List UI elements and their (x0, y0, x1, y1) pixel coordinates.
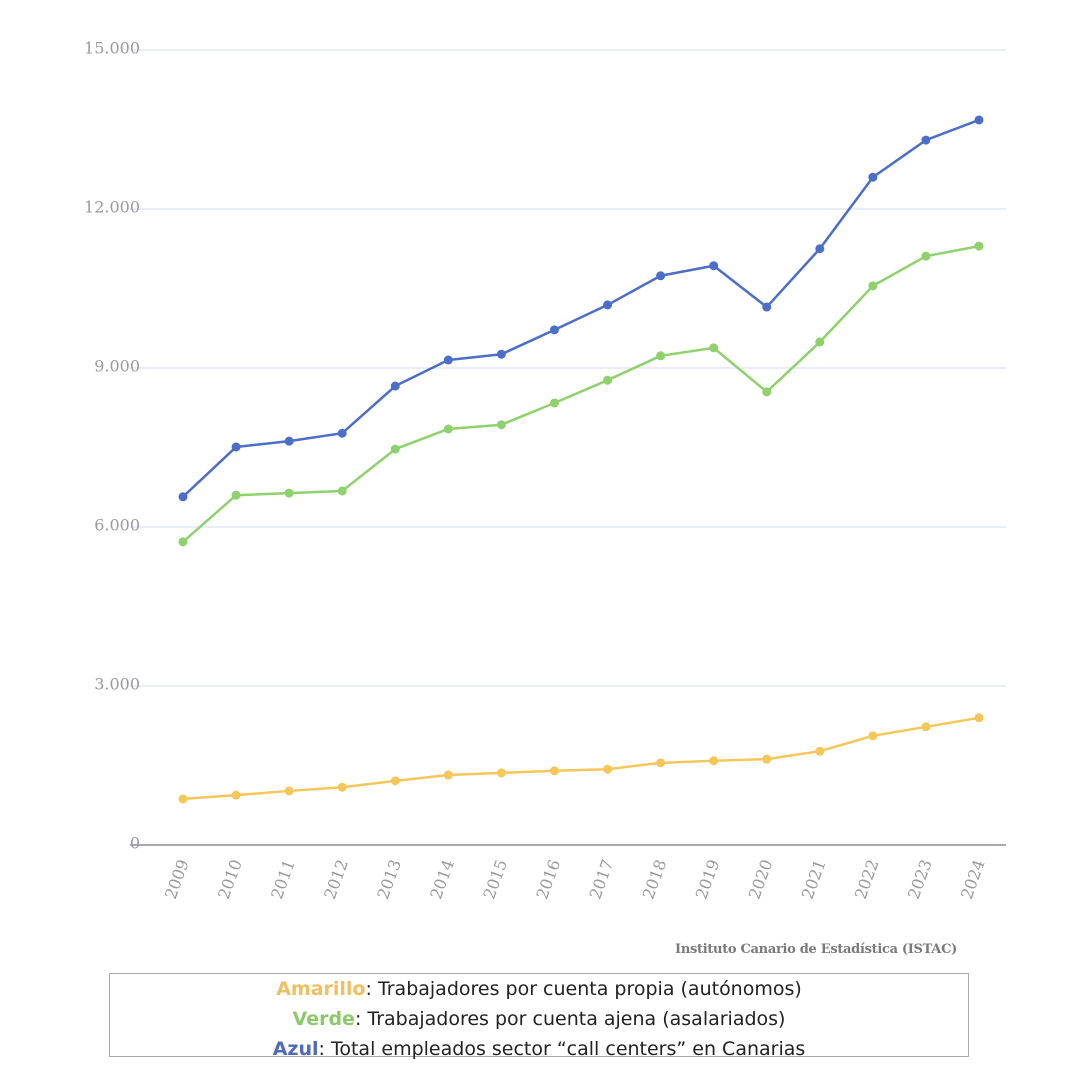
data-point (656, 271, 666, 281)
legend-text: : Trabajadores por cuenta propia (autóno… (365, 978, 802, 1000)
data-point (762, 302, 772, 312)
legend-key: Verde (292, 1008, 355, 1030)
data-point (709, 261, 719, 271)
data-point (443, 424, 453, 434)
data-point (390, 444, 400, 454)
data-point (868, 731, 878, 741)
y-tick-label: 9.000 (94, 357, 140, 376)
data-point (549, 398, 559, 408)
data-point (815, 244, 825, 254)
data-point (974, 115, 984, 125)
x-tick-label: 2011 (267, 857, 299, 902)
data-point (603, 764, 613, 774)
data-point (549, 766, 559, 776)
data-point (974, 241, 984, 251)
series-line (182, 244, 980, 543)
series-line (182, 118, 980, 498)
series-line (182, 716, 980, 801)
x-tick-label: 2017 (586, 857, 618, 902)
data-point (178, 794, 188, 804)
data-point (284, 488, 294, 498)
data-point (178, 492, 188, 502)
data-point (231, 790, 241, 800)
data-point (496, 420, 506, 430)
y-tick-label: 3.000 (94, 675, 140, 694)
data-point (231, 490, 241, 500)
x-tick-label: 2021 (798, 857, 830, 902)
data-point (815, 746, 825, 756)
data-point (709, 756, 719, 766)
data-point (603, 300, 613, 310)
legend: Amarillo: Trabajadores por cuenta propia… (109, 973, 969, 1060)
series-group (178, 115, 984, 804)
y-tick-label: 0 (130, 834, 140, 853)
data-point (868, 281, 878, 291)
data-point (656, 351, 666, 361)
data-point (443, 770, 453, 780)
data-point (549, 325, 559, 335)
data-point (337, 782, 347, 792)
data-point (868, 172, 878, 182)
y-tick-label: 15.000 (84, 39, 140, 58)
x-tick-label: 2020 (745, 857, 777, 902)
legend-item-blue: Azul: Total empleados sector “call cente… (110, 1034, 968, 1064)
data-point (178, 537, 188, 547)
data-point (921, 135, 931, 145)
source-note: Instituto Canario de Estadística (ISTAC) (675, 942, 957, 957)
x-axis-ticks: 2009 2010 2011 2012 2013 2014 2015 2016 2017 2018… (161, 857, 989, 902)
data-point (815, 337, 825, 347)
x-tick-label: 2015 (479, 857, 511, 902)
x-tick-label: 2016 (532, 857, 564, 902)
data-point (762, 754, 772, 764)
x-tick-label: 2023 (904, 857, 936, 902)
x-tick-label: 2012 (320, 857, 352, 902)
data-point (390, 776, 400, 786)
data-point (231, 442, 241, 452)
legend-item-yellow: Amarillo: Trabajadores por cuenta propia… (110, 974, 968, 1004)
x-tick-label: 2022 (851, 857, 883, 902)
x-tick-label: 2013 (373, 857, 405, 902)
x-tick-label: 2009 (161, 857, 193, 902)
line-chart: 0 3.000 6.000 9.000 12.000 15.000 2009 2010 201… (84, 39, 1006, 902)
data-point (921, 251, 931, 261)
data-point (496, 768, 506, 778)
x-tick-label: 2024 (957, 857, 989, 902)
y-axis-ticks: 0 3.000 6.000 9.000 12.000 15.000 (84, 39, 140, 853)
data-point (974, 713, 984, 723)
data-point (496, 349, 506, 359)
legend-key: Amarillo (276, 978, 366, 1000)
gridlines (130, 49, 1006, 846)
x-tick-label: 2014 (426, 857, 458, 902)
legend-text: : Trabajadores por cuenta ajena (asalari… (354, 1008, 786, 1030)
x-tick-label: 2019 (692, 857, 724, 902)
y-tick-label: 6.000 (94, 516, 140, 535)
data-point (337, 428, 347, 438)
x-tick-label: 2010 (214, 857, 246, 902)
legend-text: : Total empleados sector “call centers” … (318, 1038, 806, 1060)
data-point (603, 375, 613, 385)
data-point (443, 355, 453, 365)
data-point (284, 786, 294, 796)
y-tick-label: 12.000 (84, 198, 140, 217)
data-point (921, 722, 931, 732)
data-point (762, 387, 772, 397)
data-point (390, 381, 400, 391)
data-point (337, 486, 347, 496)
data-point (656, 758, 666, 768)
legend-key: Azul (272, 1038, 319, 1060)
x-tick-label: 2018 (639, 857, 671, 902)
data-point (284, 436, 294, 446)
legend-item-green: Verde: Trabajadores por cuenta ajena (as… (110, 1004, 968, 1034)
data-point (709, 343, 719, 353)
